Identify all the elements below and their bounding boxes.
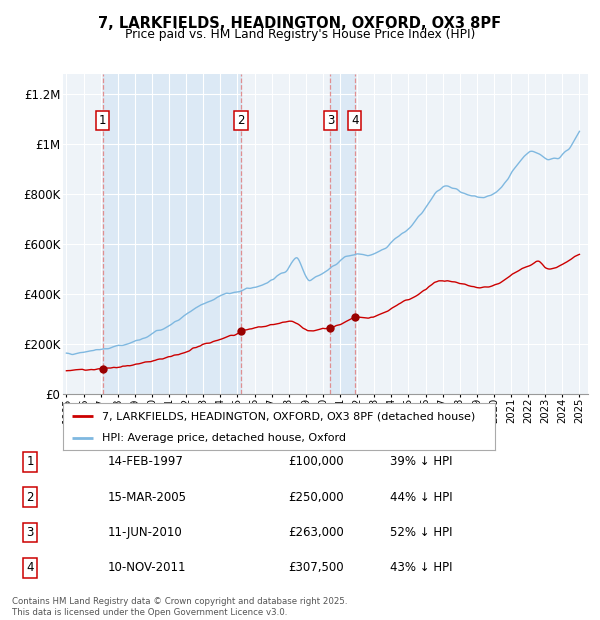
Text: £263,000: £263,000 bbox=[288, 526, 344, 539]
Text: 15-MAR-2005: 15-MAR-2005 bbox=[108, 491, 187, 503]
Text: Contains HM Land Registry data © Crown copyright and database right 2025.
This d: Contains HM Land Registry data © Crown c… bbox=[12, 598, 347, 617]
Text: 52% ↓ HPI: 52% ↓ HPI bbox=[390, 526, 452, 539]
Text: 10-NOV-2011: 10-NOV-2011 bbox=[108, 562, 187, 574]
Text: 39% ↓ HPI: 39% ↓ HPI bbox=[390, 456, 452, 468]
Text: £250,000: £250,000 bbox=[288, 491, 344, 503]
Text: 4: 4 bbox=[351, 114, 358, 127]
Text: 7, LARKFIELDS, HEADINGTON, OXFORD, OX3 8PF (detached house): 7, LARKFIELDS, HEADINGTON, OXFORD, OX3 8… bbox=[102, 411, 475, 421]
Text: £100,000: £100,000 bbox=[288, 456, 344, 468]
Text: 14-FEB-1997: 14-FEB-1997 bbox=[108, 456, 184, 468]
Text: 4: 4 bbox=[26, 562, 34, 574]
Text: 7, LARKFIELDS, HEADINGTON, OXFORD, OX3 8PF: 7, LARKFIELDS, HEADINGTON, OXFORD, OX3 8… bbox=[98, 16, 502, 30]
Text: 1: 1 bbox=[26, 456, 34, 468]
Text: 1: 1 bbox=[99, 114, 106, 127]
Text: 2: 2 bbox=[237, 114, 245, 127]
Text: 3: 3 bbox=[26, 526, 34, 539]
Text: 2: 2 bbox=[26, 491, 34, 503]
Bar bbox=[103, 74, 241, 394]
Bar bbox=[331, 74, 355, 394]
Text: Price paid vs. HM Land Registry's House Price Index (HPI): Price paid vs. HM Land Registry's House … bbox=[125, 28, 475, 41]
Text: 44% ↓ HPI: 44% ↓ HPI bbox=[390, 491, 452, 503]
Text: 43% ↓ HPI: 43% ↓ HPI bbox=[390, 562, 452, 574]
Text: £307,500: £307,500 bbox=[288, 562, 344, 574]
Text: 3: 3 bbox=[327, 114, 334, 127]
Text: HPI: Average price, detached house, Oxford: HPI: Average price, detached house, Oxfo… bbox=[102, 433, 346, 443]
Text: 11-JUN-2010: 11-JUN-2010 bbox=[108, 526, 183, 539]
